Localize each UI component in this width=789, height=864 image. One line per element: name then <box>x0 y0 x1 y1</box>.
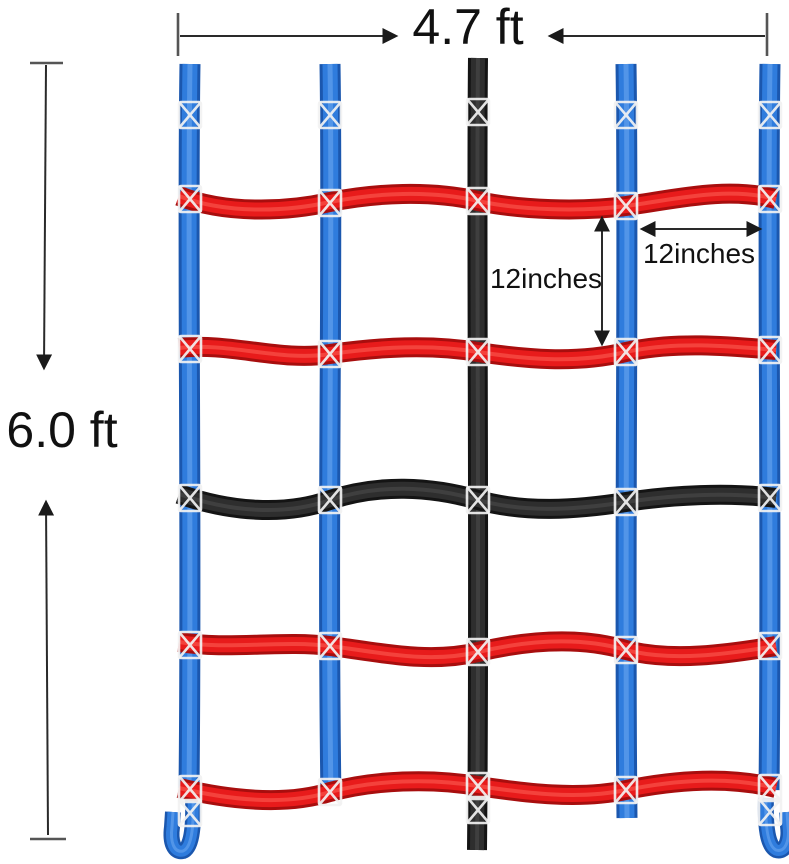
column-spacing-dimension: 12inches <box>639 221 763 269</box>
height-label: 6.0 ft <box>6 402 117 458</box>
row-spacing-label: 12inches <box>490 263 602 294</box>
vertical-strap-4-blue <box>626 64 627 818</box>
strap-layer <box>475 56 481 852</box>
bottom-loop-left <box>171 798 193 851</box>
strap-layer <box>189 64 190 788</box>
dimension-arrow-upper <box>36 64 53 371</box>
vertical-strap-5-blue <box>769 64 770 790</box>
vertical-strap-3-black <box>477 58 478 850</box>
horizontal-strap-4-red <box>179 641 776 657</box>
dimension-arrow-lower <box>38 499 55 836</box>
strap-layer <box>769 64 770 790</box>
strap-layer <box>626 64 627 818</box>
vertical-strap-1-blue <box>189 64 190 788</box>
strap-layer <box>330 64 331 800</box>
net <box>171 58 789 851</box>
width-dimension: 4.7 ft <box>176 0 769 56</box>
column-spacing-label: 12inches <box>643 238 755 269</box>
row-spacing-dimension: 12inches <box>490 215 610 347</box>
height-dimension: 6.0 ft <box>6 61 118 841</box>
vertical-straps <box>171 58 789 851</box>
vertical-strap-2-blue <box>330 64 331 800</box>
width-label: 4.7 ft <box>412 0 523 55</box>
